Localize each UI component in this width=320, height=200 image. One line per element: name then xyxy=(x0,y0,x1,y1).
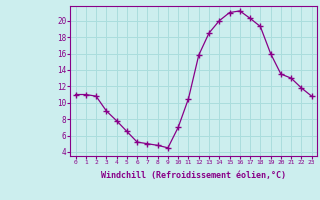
X-axis label: Windchill (Refroidissement éolien,°C): Windchill (Refroidissement éolien,°C) xyxy=(101,171,286,180)
